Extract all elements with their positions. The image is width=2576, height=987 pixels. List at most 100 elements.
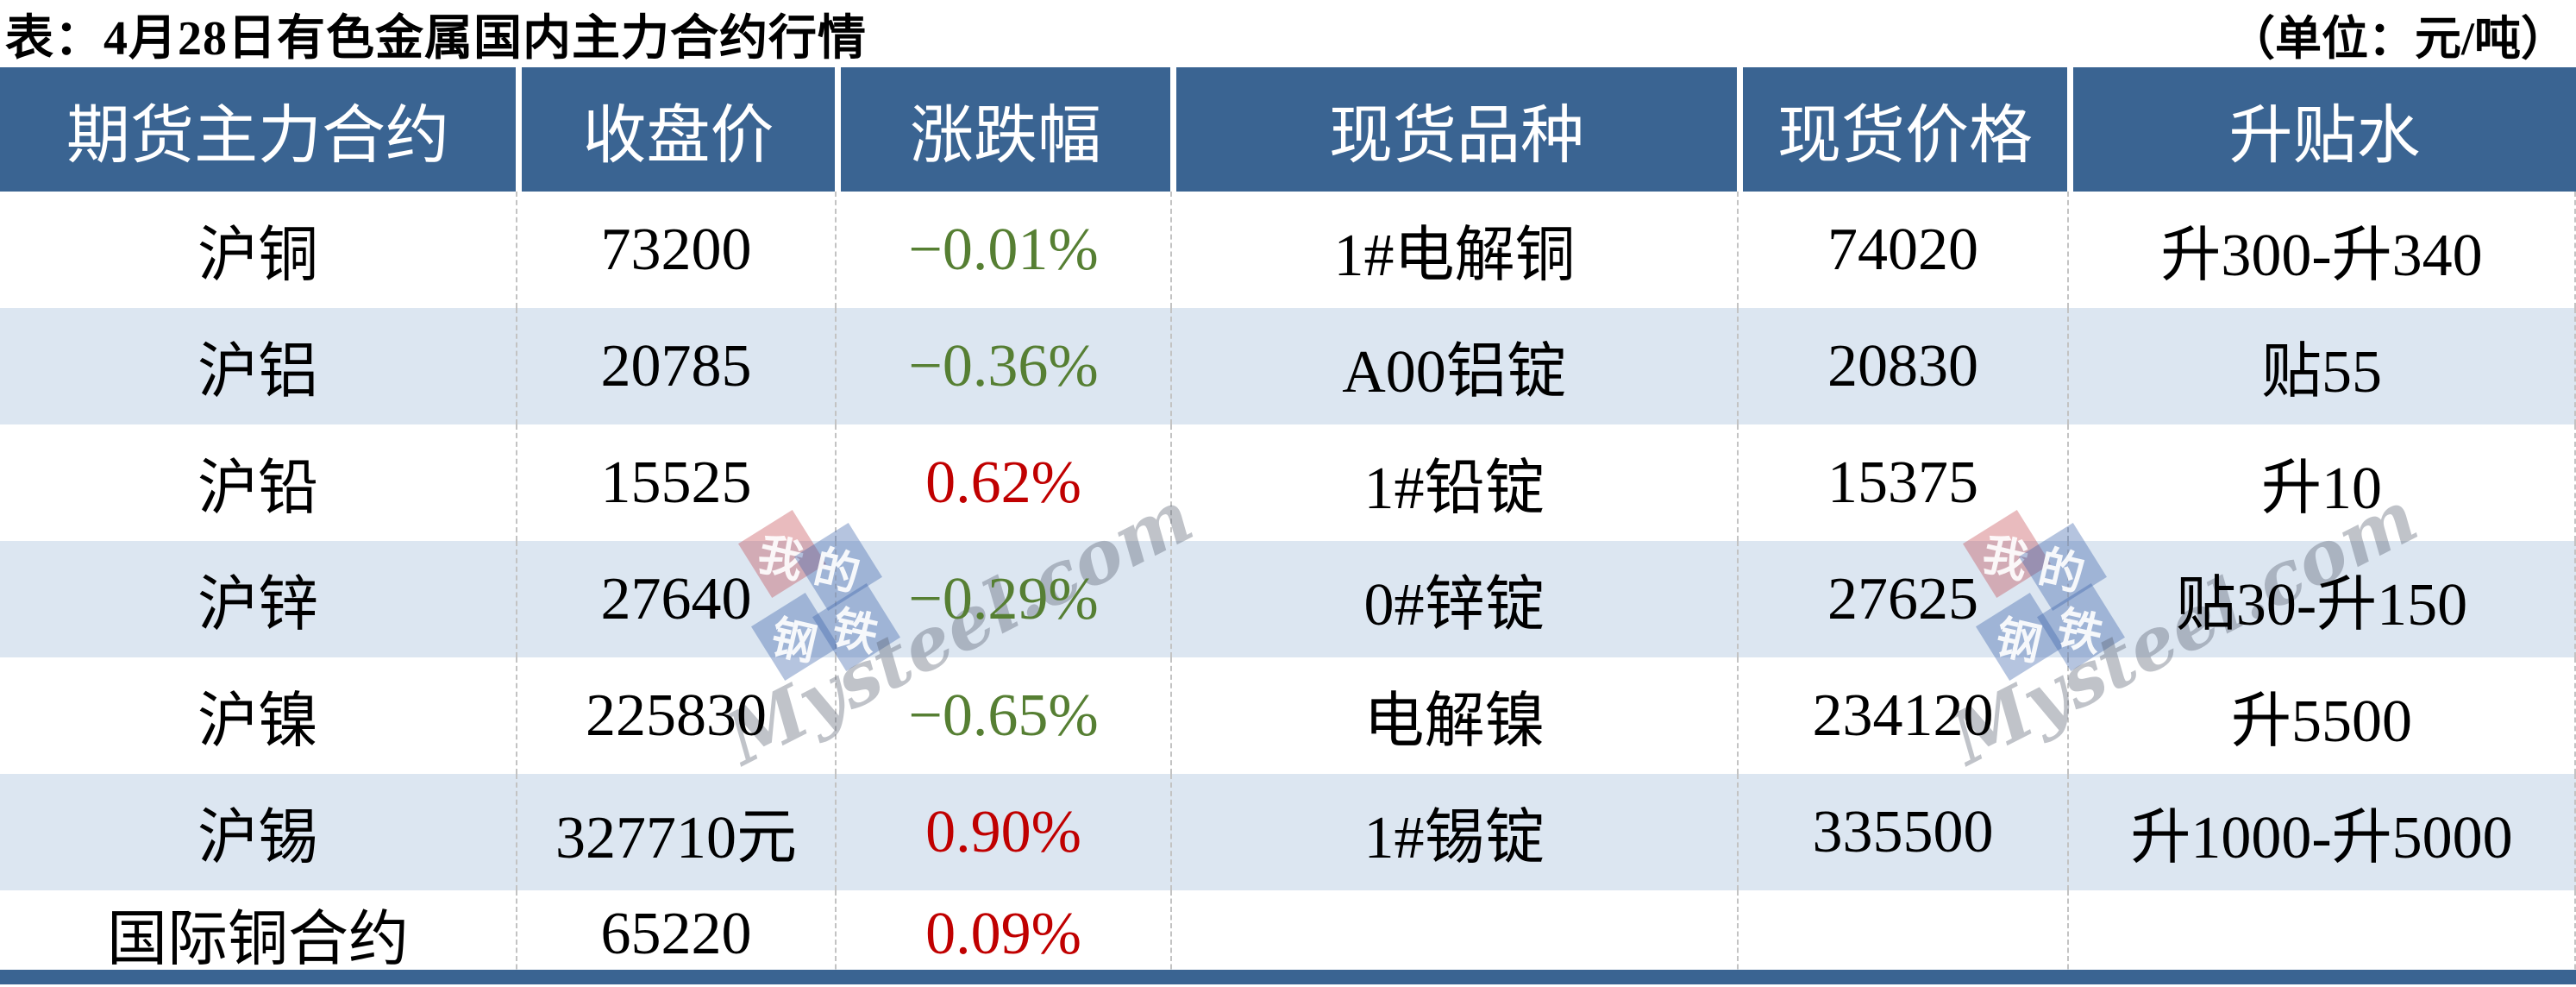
change-percent: −0.36% — [908, 332, 1099, 399]
cell-change-percent: −0.29% — [835, 541, 1170, 657]
premium-discount: 升1000-升5000 — [2130, 805, 2513, 871]
table-row: 沪铝 20785 −0.36% A00铝锭 20830 贴55 — [0, 308, 2576, 424]
cell-spot-price: 15375 — [1737, 424, 2067, 541]
table-row: 沪铜 73200 −0.01% 1#电解铜 74020 升300-升340 — [0, 192, 2576, 308]
cell-spot-price — [1737, 890, 2067, 978]
unit-label: （单位：元/吨） — [2228, 12, 2567, 65]
cell-contract: 沪铜 — [0, 192, 516, 308]
close-price: 65220 — [600, 900, 752, 967]
spot-variety: 1#锡锭 — [1363, 805, 1545, 871]
table-row: 沪锡 327710元 0.90% 1#锡锭 335500 升1000-升5000 — [0, 774, 2576, 890]
contract-name: 沪镍 — [197, 688, 318, 755]
spot-price: 27625 — [1827, 565, 1978, 632]
cell-spot-variety: 0#锌锭 — [1170, 541, 1737, 657]
table-body: 沪铜 73200 −0.01% 1#电解铜 74020 升300-升340 沪铝… — [0, 192, 2576, 978]
cell-spot-variety: 1#铅锭 — [1170, 424, 1737, 541]
spot-variety: A00铝锭 — [1342, 339, 1567, 405]
cell-premium: 升10 — [2067, 424, 2576, 541]
table-row: 沪铅 15525 0.62% 1#铅锭 15375 升10 — [0, 424, 2576, 541]
cell-close-price: 20785 — [516, 308, 835, 424]
change-percent: −0.65% — [908, 682, 1099, 749]
cell-close-price: 65220 — [516, 890, 835, 978]
cell-contract: 沪锡 — [0, 774, 516, 890]
spot-variety: 0#锌锭 — [1363, 572, 1545, 638]
contract-name: 国际铜合约 — [107, 907, 409, 973]
premium-discount: 贴30-升150 — [2175, 572, 2468, 638]
spot-variety: 1#电解铜 — [1333, 223, 1576, 289]
cell-change-percent: −0.36% — [835, 308, 1170, 424]
cell-change-percent: 0.90% — [835, 774, 1170, 890]
column-header-close: 收盘价 — [516, 67, 835, 192]
column-header-premium: 升贴水 — [2067, 67, 2576, 192]
column-header-spot-price: 现货价格 — [1737, 67, 2067, 192]
cell-spot-variety: A00铝锭 — [1170, 308, 1737, 424]
change-percent: −0.29% — [908, 565, 1099, 632]
cell-premium: 贴30-升150 — [2067, 541, 2576, 657]
premium-discount: 升5500 — [2231, 688, 2412, 755]
cell-spot-price: 335500 — [1737, 774, 2067, 890]
spot-price: 335500 — [1812, 798, 1994, 865]
cell-premium: 升300-升340 — [2067, 192, 2576, 308]
cell-contract: 沪镍 — [0, 657, 516, 774]
spot-variety: 电解镍 — [1363, 688, 1545, 755]
cell-spot-variety: 1#电解铜 — [1170, 192, 1737, 308]
cell-change-percent: 0.62% — [835, 424, 1170, 541]
cell-close-price: 15525 — [516, 424, 835, 541]
spot-price: 15375 — [1827, 449, 1978, 516]
contract-name: 沪铅 — [197, 456, 318, 522]
cell-change-percent: −0.65% — [835, 657, 1170, 774]
premium-discount: 升10 — [2261, 456, 2382, 522]
cell-close-price: 225830 — [516, 657, 835, 774]
cell-spot-price: 27625 — [1737, 541, 2067, 657]
cell-spot-variety: 电解镍 — [1170, 657, 1737, 774]
close-price: 327710元 — [555, 805, 797, 871]
cell-close-price: 327710元 — [516, 774, 835, 890]
cell-premium: 升1000-升5000 — [2067, 774, 2576, 890]
close-price: 225830 — [586, 682, 767, 749]
cell-spot-price: 234120 — [1737, 657, 2067, 774]
page-title: 表：4月28日有色金属国内主力合约行情 — [5, 11, 867, 66]
close-price: 20785 — [600, 332, 752, 399]
table-row: 国际铜合约 65220 0.09% — [0, 890, 2576, 978]
change-percent: 0.62% — [925, 449, 1081, 516]
cell-close-price: 27640 — [516, 541, 835, 657]
column-header-spot-variety: 现货品种 — [1170, 67, 1737, 192]
close-price: 27640 — [600, 565, 752, 632]
cell-contract: 沪铝 — [0, 308, 516, 424]
cell-contract: 国际铜合约 — [0, 890, 516, 978]
cell-contract: 沪铅 — [0, 424, 516, 541]
cell-spot-variety: 1#锡锭 — [1170, 774, 1737, 890]
cell-close-price: 73200 — [516, 192, 835, 308]
spot-variety: 1#铅锭 — [1363, 456, 1545, 522]
cell-premium: 升5500 — [2067, 657, 2576, 774]
cell-change-percent: 0.09% — [835, 890, 1170, 978]
change-percent: 0.90% — [925, 798, 1081, 865]
cell-contract: 沪锌 — [0, 541, 516, 657]
cell-spot-price: 20830 — [1737, 308, 2067, 424]
contract-name: 沪锡 — [197, 805, 318, 871]
premium-discount: 升300-升340 — [2160, 223, 2483, 289]
change-percent: −0.01% — [908, 216, 1099, 283]
premium-discount: 贴55 — [2261, 339, 2382, 405]
cell-premium: 贴55 — [2067, 308, 2576, 424]
contract-name: 沪锌 — [197, 572, 318, 638]
close-price: 15525 — [600, 449, 752, 516]
cell-premium — [2067, 890, 2576, 978]
cell-spot-variety — [1170, 890, 1737, 978]
spot-price: 74020 — [1827, 216, 1978, 283]
cell-spot-price: 74020 — [1737, 192, 2067, 308]
title-bar: 表：4月28日有色金属国内主力合约行情 （单位：元/吨） — [0, 0, 2576, 67]
change-percent: 0.09% — [925, 900, 1081, 967]
bottom-accent-bar — [0, 970, 2576, 984]
contract-name: 沪铜 — [197, 223, 318, 289]
cell-change-percent: −0.01% — [835, 192, 1170, 308]
spot-price: 234120 — [1812, 682, 1994, 749]
table-row: 沪镍 225830 −0.65% 电解镍 234120 升5500 — [0, 657, 2576, 774]
contract-name: 沪铝 — [197, 339, 318, 405]
table-header: 期货主力合约 收盘价 涨跌幅 现货品种 现货价格 升贴水 — [0, 67, 2576, 192]
column-header-contract: 期货主力合约 — [0, 67, 516, 192]
table-row: 沪锌 27640 −0.29% 0#锌锭 27625 贴30-升150 — [0, 541, 2576, 657]
spot-price: 20830 — [1827, 332, 1978, 399]
close-price: 73200 — [600, 216, 752, 283]
column-header-change: 涨跌幅 — [835, 67, 1170, 192]
